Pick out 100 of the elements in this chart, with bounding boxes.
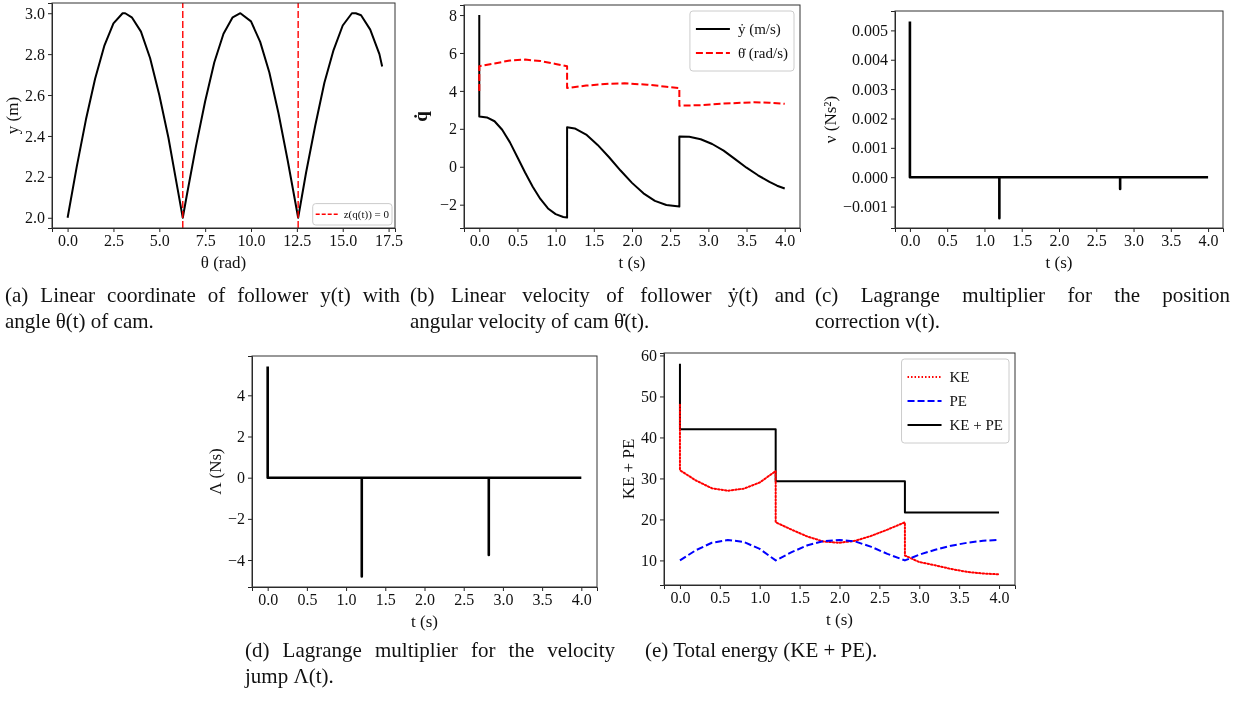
y-tick-label: 0	[237, 469, 245, 487]
y-tick-label: 2.6	[25, 86, 45, 104]
x-tick-label: 2.5	[1086, 232, 1107, 250]
y-tick-label: 0.004	[852, 51, 888, 69]
x-tick-label: 12.5	[283, 232, 312, 250]
x-tick-label: 1.0	[974, 232, 995, 250]
x-tick-label: 1.0	[750, 589, 771, 607]
y-tick-label: 0	[449, 158, 457, 176]
x-tick-label: 0.5	[297, 591, 318, 609]
x-tick-label: 3.0	[1124, 232, 1145, 250]
y-axis-title: y (m)	[3, 96, 22, 135]
x-tick-label: 3.5	[1161, 232, 1182, 250]
x-tick-label: 2.5	[103, 232, 124, 250]
text: (d) Lagrange multiplier for the velocity jump Λ(t).	[245, 637, 615, 689]
y-tick-label: 0.001	[852, 139, 888, 157]
y-tick-label: 40	[641, 429, 657, 447]
x-tick-label: 1.0	[336, 591, 357, 609]
x-tick-label: 15.0	[329, 232, 358, 250]
line-series	[266, 365, 583, 578]
x-axis-title: t (s)	[411, 612, 438, 631]
x-tick-label: 3.5	[949, 589, 970, 607]
legend-label: θ̇ (rad/s)	[737, 45, 788, 63]
x-tick-label: 3.5	[737, 232, 758, 250]
text: (c) Lagrange multiplier for the position correction ν(t).	[815, 282, 1230, 334]
y-tick-label: 0.002	[852, 110, 888, 128]
x-tick-label: 4.0	[775, 232, 796, 250]
x-axis-title: t (s)	[1045, 253, 1073, 272]
x-tick-label: 1.5	[1012, 232, 1033, 250]
legend-label: z(q(t)) = 0	[343, 208, 390, 222]
x-tick-label: 2.0	[415, 591, 435, 609]
x-tick-label: 4.0	[571, 591, 592, 609]
x-tick-label: 2.0	[1049, 232, 1070, 250]
x-tick-label: 4.0	[989, 589, 1010, 607]
x-tick-label: 1.5	[790, 589, 811, 607]
x-tick-label: 0.0	[258, 591, 279, 609]
y-tick-label: −2	[227, 510, 245, 528]
x-tick-label: 10.0	[237, 232, 266, 250]
x-tick-label: 3.5	[532, 591, 553, 609]
x-tick-label: 1.0	[546, 232, 567, 250]
y-tick-label: 10	[641, 552, 657, 570]
x-tick-label: 0.0	[670, 589, 691, 607]
x-tick-label: 0.5	[710, 589, 731, 607]
x-tick-label: 0.5	[507, 232, 528, 250]
text: (a) Linear coordinate of follower y(t) with angle θ(t) of cam.	[5, 282, 400, 334]
legend-label: ẏ (m/s)	[737, 21, 781, 39]
y-tick-label: 2.8	[25, 45, 45, 63]
line-series	[66, 12, 384, 219]
y-tick-label: −4	[227, 551, 245, 569]
text: (e) Total energy (KE + PE).	[645, 637, 879, 663]
legend-label: KE	[949, 369, 970, 386]
y-axis-title: ν (Ns²)	[820, 95, 840, 144]
y-axis-title: KE + PE	[619, 438, 638, 500]
x-tick-label: 2.5	[869, 589, 890, 607]
x-axis-title: θ (rad)	[200, 253, 247, 272]
y-tick-label: −0.001	[842, 198, 888, 216]
line-series	[908, 20, 1210, 220]
x-tick-label: 3.0	[698, 232, 719, 250]
y-tick-label: 2	[449, 120, 457, 138]
y-tick-label: 6	[449, 44, 457, 62]
x-tick-label: 0.5	[937, 232, 958, 250]
y-tick-label: 60	[641, 347, 657, 365]
y-tick-label: 3.0	[25, 4, 45, 22]
y-axis-title: q̇	[409, 110, 431, 122]
x-tick-label: 3.0	[493, 591, 514, 609]
y-tick-label: −2	[439, 196, 457, 214]
y-tick-label: 8	[449, 6, 457, 24]
y-tick-label: 50	[641, 388, 657, 406]
line-series	[478, 14, 786, 219]
x-tick-label: 2.0	[830, 589, 850, 607]
y-tick-label: 20	[641, 511, 657, 529]
y-tick-label: 4	[449, 82, 457, 100]
x-tick-label: 3.0	[909, 589, 930, 607]
y-tick-label: 2.2	[25, 168, 45, 186]
y-tick-label: 2	[237, 428, 245, 446]
y-tick-label: 0.000	[852, 168, 888, 186]
x-tick-label: 2.5	[660, 232, 681, 250]
x-tick-label: 0.0	[900, 232, 921, 250]
y-tick-label: 30	[641, 470, 657, 488]
x-tick-label: 1.5	[584, 232, 605, 250]
x-tick-label: 2.5	[454, 591, 475, 609]
legend-label: PE	[949, 393, 968, 410]
x-axis-title: t (s)	[826, 610, 853, 629]
x-tick-label: 2.0	[622, 232, 643, 250]
x-tick-label: 17.5	[375, 232, 404, 250]
x-tick-label: 0.0	[58, 232, 79, 250]
x-tick-label: 7.5	[195, 232, 216, 250]
x-tick-label: 5.0	[149, 232, 170, 250]
y-tick-label: 2.4	[25, 127, 45, 145]
text: (b) Linear velocity of follower ẏ(t) and angular velocity of cam θ̇(t).	[410, 282, 805, 334]
y-tick-label: 0.005	[852, 22, 888, 39]
x-tick-label: 0.0	[469, 232, 490, 250]
x-tick-label: 1.5	[375, 591, 396, 609]
legend-label: KE + PE	[949, 417, 1003, 434]
x-axis-title: t (s)	[618, 253, 646, 272]
y-axis-title: Λ (Ns)	[205, 448, 225, 495]
x-tick-label: 4.0	[1198, 232, 1219, 250]
line-series	[678, 362, 1001, 514]
y-tick-label: 0.003	[852, 80, 888, 98]
y-tick-label: 4	[237, 386, 245, 404]
y-tick-label: 2.0	[25, 209, 45, 227]
